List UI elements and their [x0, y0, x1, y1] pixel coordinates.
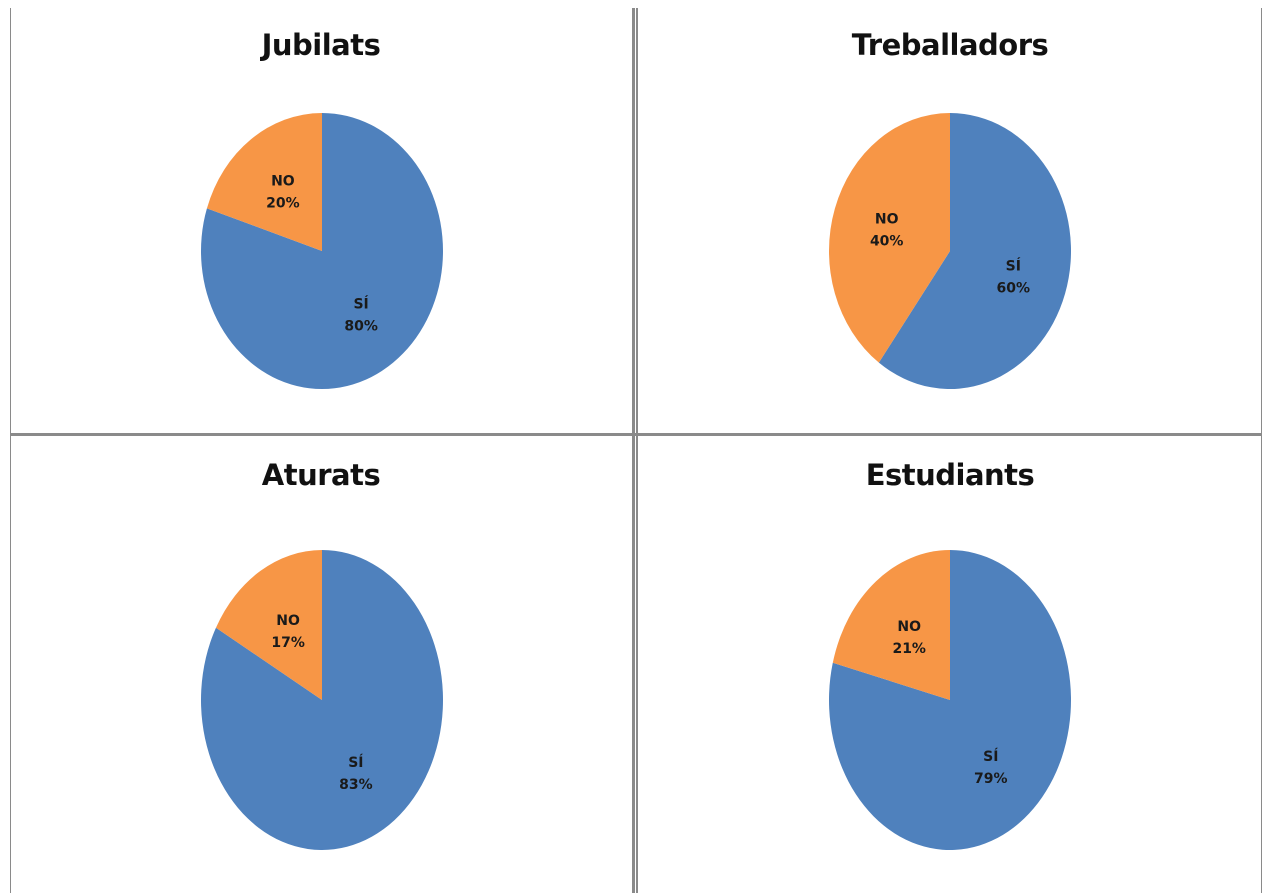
slice-percent-label: 17% — [271, 635, 305, 651]
chart-panel-aturats: Aturats SÍ 83% NO 17% — [10, 438, 632, 893]
chart-title: Treballadors — [851, 28, 1049, 62]
slice-category-label: NO — [276, 613, 300, 629]
pie-chart: SÍ 79% NO 21% — [829, 550, 1071, 850]
slice-category-label: SÍ — [348, 754, 363, 771]
slice-percent-label: 83% — [339, 777, 373, 793]
slice-category-label: SÍ — [1006, 257, 1021, 274]
frame-right-border — [1261, 8, 1262, 893]
pie-chart: SÍ 83% NO 17% — [200, 550, 443, 850]
pie-slice-no — [829, 113, 950, 363]
pie-slice-no — [832, 550, 950, 700]
horizontal-divider — [10, 433, 1262, 436]
chart-title: Aturats — [261, 458, 381, 492]
frame-left-border — [10, 8, 11, 893]
vertical-divider-inner — [636, 8, 638, 893]
slice-percent-label: 40% — [870, 234, 904, 250]
slice-category-label: NO — [271, 174, 295, 190]
slice-percent-label: 80% — [344, 318, 378, 334]
vertical-divider — [632, 8, 635, 893]
pie-slice-no — [215, 550, 322, 700]
chart-panel-jubilats: Jubilats SÍ 80% NO 20% — [10, 8, 632, 433]
chart-title: Jubilats — [261, 28, 381, 62]
slice-category-label: SÍ — [983, 748, 998, 765]
slice-category-label: NO — [875, 212, 899, 228]
chart-title: Estudiants — [865, 458, 1035, 492]
chart-panel-treballadors: Treballadors SÍ 60% NO 40% — [639, 8, 1261, 433]
pie-chart: SÍ 60% NO 40% — [829, 113, 1071, 389]
pie-chart: SÍ 80% NO 20% — [200, 113, 443, 389]
slice-category-label: NO — [897, 619, 921, 635]
slice-category-label: SÍ — [353, 295, 368, 312]
slice-percent-label: 79% — [974, 771, 1008, 787]
slice-percent-label: 20% — [266, 196, 300, 212]
slice-percent-label: 60% — [997, 280, 1031, 296]
chart-panel-estudiants: Estudiants SÍ 79% NO 21% — [639, 438, 1261, 893]
pie-slice-no — [206, 113, 322, 251]
slice-percent-label: 21% — [892, 641, 926, 657]
pie-slice-sí — [878, 113, 1071, 389]
